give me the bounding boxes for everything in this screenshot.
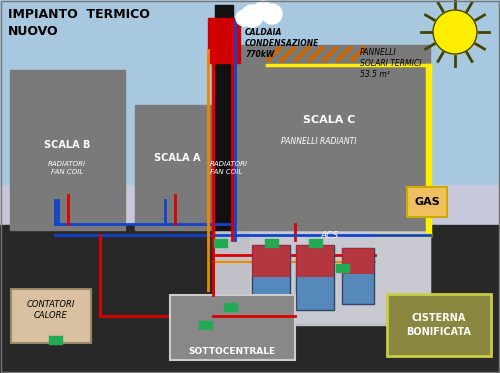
- Bar: [214, 239, 227, 247]
- Text: SCALA C: SCALA C: [303, 115, 355, 125]
- Bar: [342, 248, 374, 304]
- Circle shape: [241, 5, 263, 27]
- Text: SCALA B: SCALA B: [44, 140, 90, 150]
- Bar: [296, 245, 334, 277]
- Text: SCALA A: SCALA A: [154, 153, 200, 163]
- Text: GAS: GAS: [414, 197, 440, 207]
- Bar: [10, 70, 125, 230]
- Bar: [135, 105, 220, 230]
- Circle shape: [236, 10, 252, 26]
- Text: RADIATORI
FAN COIL: RADIATORI FAN COIL: [210, 161, 248, 175]
- Text: RADIATORI
FAN COIL: RADIATORI FAN COIL: [48, 161, 86, 175]
- Bar: [309, 239, 322, 247]
- Bar: [170, 295, 295, 360]
- Bar: [215, 230, 430, 325]
- Bar: [265, 239, 278, 247]
- Bar: [208, 18, 240, 63]
- FancyBboxPatch shape: [387, 294, 491, 356]
- Bar: [228, 45, 430, 230]
- Text: ACS: ACS: [321, 231, 339, 239]
- Bar: [0, 225, 500, 373]
- Bar: [342, 248, 374, 274]
- FancyBboxPatch shape: [11, 289, 91, 343]
- Circle shape: [262, 4, 282, 24]
- Circle shape: [433, 10, 477, 54]
- Bar: [250, 232, 430, 322]
- Text: IMPIANTO  TERMICO
NUOVO: IMPIANTO TERMICO NUOVO: [8, 8, 150, 38]
- Bar: [296, 245, 334, 310]
- Text: PANNELLI
SOLARI TERMICI
53.5 m²: PANNELLI SOLARI TERMICI 53.5 m²: [360, 48, 422, 79]
- Bar: [215, 5, 233, 230]
- Bar: [0, 185, 500, 230]
- Text: CONTATORI
CALORE: CONTATORI CALORE: [27, 300, 75, 320]
- Circle shape: [254, 1, 272, 19]
- Bar: [252, 245, 290, 310]
- FancyBboxPatch shape: [407, 187, 447, 217]
- Bar: [224, 303, 237, 311]
- Text: PANNELLI RADIANTI: PANNELLI RADIANTI: [281, 138, 356, 147]
- Bar: [199, 321, 212, 329]
- Bar: [336, 264, 349, 272]
- Bar: [252, 245, 290, 277]
- Text: CISTERNA
BONIFICATA: CISTERNA BONIFICATA: [406, 313, 472, 336]
- Bar: [49, 336, 62, 344]
- Text: SOTTOCENTRALE: SOTTOCENTRALE: [188, 348, 276, 357]
- Text: CALDAIA
CONDENSAZIONE
770kW: CALDAIA CONDENSAZIONE 770kW: [245, 28, 320, 59]
